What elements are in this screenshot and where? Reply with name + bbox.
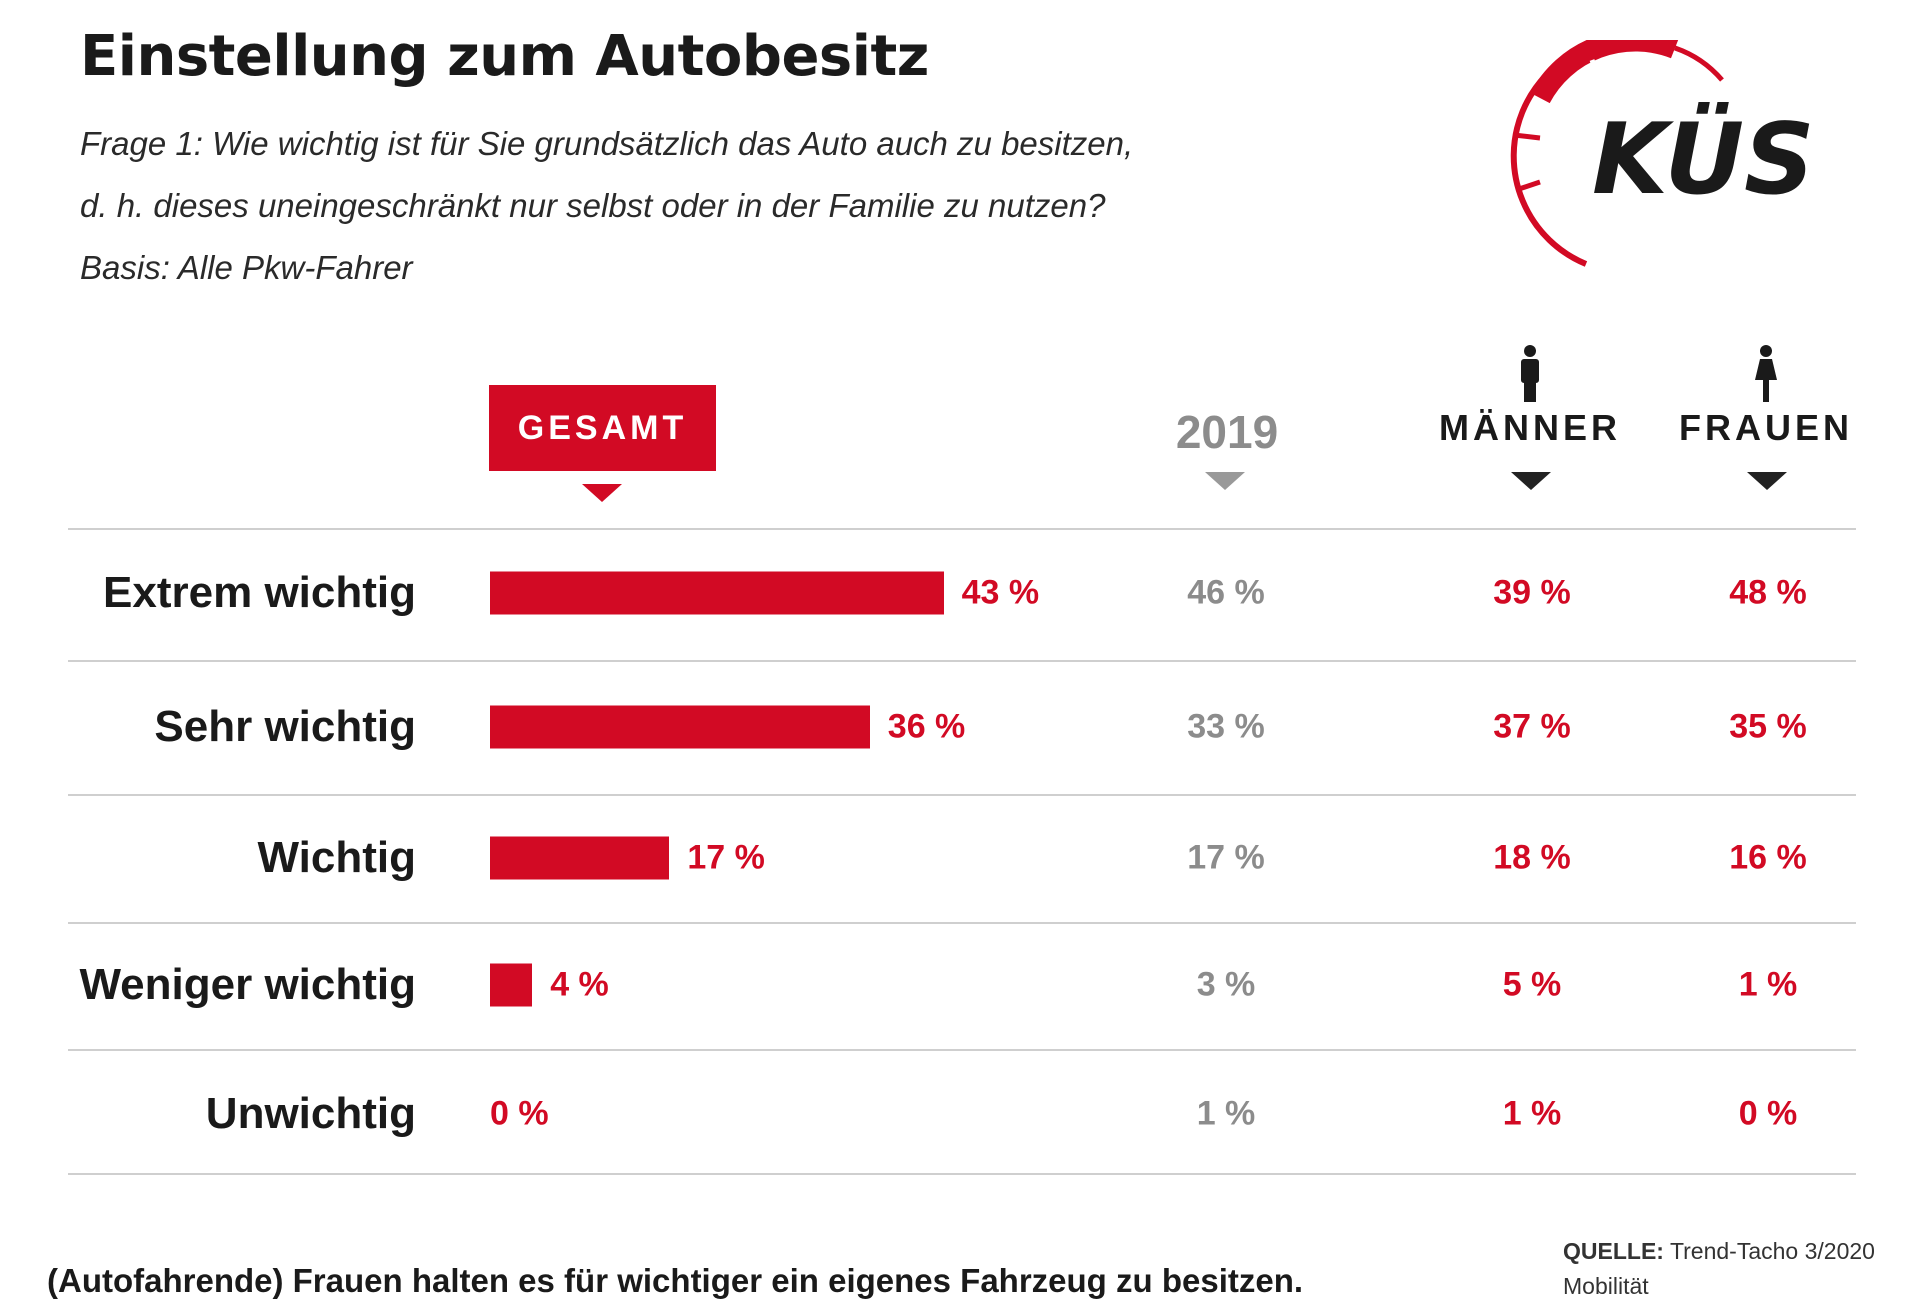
row-label: Sehr wichtig: [154, 702, 416, 751]
row-divider: [68, 660, 1856, 662]
data-label-gesamt: 0 %: [490, 1094, 549, 1133]
row-label: Weniger wichtig: [79, 960, 416, 1009]
bar-gesamt: [490, 836, 670, 880]
row-divider: [68, 794, 1856, 796]
column-header-maenner: MÄNNER: [1439, 407, 1621, 448]
page-title: Einstellung zum Autobesitz: [80, 24, 929, 89]
data-label-maenner: 5 %: [1502, 965, 1562, 1004]
row-label: Wichtig: [257, 833, 416, 882]
frauen-arrow-icon: [1747, 472, 1787, 490]
maenner-arrow-icon: [1511, 472, 1551, 490]
column-header-frauen: FRAUEN: [1679, 407, 1853, 448]
column-header-gesamt: GESAMT: [489, 385, 716, 471]
data-label-frauen: 1 %: [1738, 965, 1798, 1004]
source-line-2: Mobilität: [1563, 1273, 1649, 1299]
column-header-2019: 2019: [1175, 406, 1279, 458]
subtitle-line-1: Frage 1: Wie wichtig ist für Sie grundsä…: [80, 125, 1134, 162]
data-label-2019: 1 %: [1196, 1094, 1256, 1133]
data-label-2019: 17 %: [1187, 838, 1265, 877]
subtitle-line-3: Basis: Alle Pkw-Fahrer: [80, 249, 413, 286]
bar-gesamt: [490, 571, 944, 615]
source-value: Trend-Tacho 3/2020: [1669, 1238, 1875, 1264]
data-label-gesamt: 43 %: [961, 573, 1040, 612]
row-divider: [68, 528, 1856, 530]
data-label-2019: 3 %: [1196, 965, 1256, 1004]
female-icon: [1755, 345, 1777, 402]
row-divider: [68, 1173, 1856, 1175]
row-label: Extrem wichtig: [103, 568, 416, 617]
gesamt-arrow-icon: [582, 484, 622, 502]
data-label-gesamt: 17 %: [687, 838, 765, 877]
data-label-frauen: 16 %: [1729, 838, 1807, 877]
data-label-2019: 33 %: [1187, 707, 1265, 746]
row-label: Unwichtig: [205, 1089, 416, 1138]
data-label-frauen: 0 %: [1738, 1094, 1798, 1133]
male-icon: [1521, 345, 1539, 402]
row-divider: [68, 1049, 1856, 1051]
data-label-maenner: 37 %: [1493, 707, 1571, 746]
data-label-2019: 46 %: [1187, 573, 1265, 612]
logo-text: KÜS: [1592, 101, 1815, 217]
data-label-maenner: 39 %: [1493, 573, 1571, 612]
bar-gesamt: [490, 963, 533, 1007]
row-divider: [68, 922, 1856, 924]
data-label-maenner: 1 %: [1502, 1094, 1562, 1133]
source-label: QUELLE:: [1563, 1238, 1664, 1264]
bar-gesamt: [490, 705, 870, 749]
2019-arrow-icon: [1205, 472, 1245, 490]
kues-logo: KÜS: [1510, 40, 1815, 267]
subtitle-line-2: d. h. dieses uneingeschränkt nur selbst …: [80, 187, 1106, 224]
footer-note: (Autofahrende) Frauen halten es für wich…: [47, 1262, 1304, 1299]
data-label-gesamt: 36 %: [887, 707, 966, 746]
data-label-maenner: 18 %: [1493, 838, 1571, 877]
source-line-1: QUELLE: Trend-Tacho 3/2020: [1563, 1238, 1875, 1265]
data-label-frauen: 35 %: [1729, 707, 1807, 746]
data-label-gesamt: 4 %: [550, 965, 609, 1004]
data-label-frauen: 48 %: [1729, 573, 1807, 612]
